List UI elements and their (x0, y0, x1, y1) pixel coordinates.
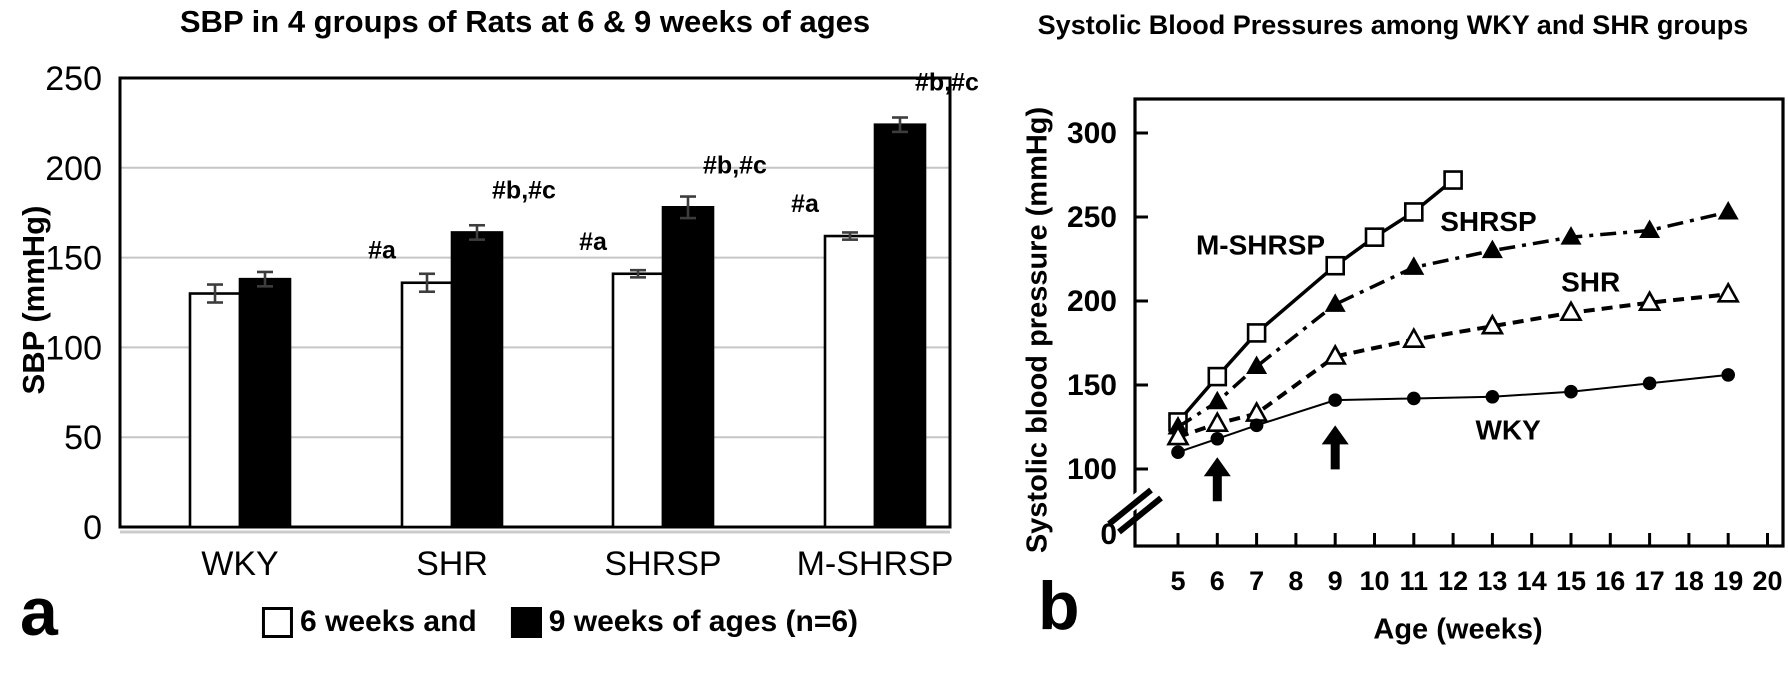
svg-text:M-SHRSP: M-SHRSP (797, 545, 954, 583)
svg-text:SHR: SHR (1561, 267, 1620, 298)
svg-text:5: 5 (1170, 566, 1185, 596)
svg-text:#a: #a (579, 228, 608, 256)
svg-text:14: 14 (1517, 566, 1547, 596)
svg-text:200: 200 (1067, 285, 1117, 318)
svg-text:8: 8 (1288, 566, 1303, 596)
svg-text:WKY: WKY (1475, 414, 1541, 445)
svg-text:9: 9 (1328, 566, 1343, 596)
svg-text:0: 0 (1100, 518, 1117, 551)
legend-filled-square-marker (510, 606, 542, 638)
svg-text:16: 16 (1595, 566, 1625, 596)
svg-text:11: 11 (1400, 566, 1429, 596)
svg-text:SHR: SHR (416, 545, 488, 583)
svg-text:13: 13 (1477, 566, 1507, 596)
panel-a-legend: 6 weeks and 9 weeks of ages (n=6) (261, 605, 859, 639)
svg-text:15: 15 (1556, 566, 1586, 596)
svg-text:100: 100 (45, 329, 102, 367)
svg-text:150: 150 (1067, 369, 1117, 402)
svg-text:#a: #a (791, 190, 820, 218)
panel-b-y-axis-label: Systolic blood pressure (mmHg) (1021, 106, 1054, 554)
svg-text:12: 12 (1438, 566, 1468, 596)
svg-text:100: 100 (1067, 453, 1117, 486)
svg-text:SHRSP: SHRSP (604, 545, 721, 583)
svg-text:M-SHRSP: M-SHRSP (1196, 230, 1325, 261)
panel-a-y-axis-label: SBP (mmHg) (16, 205, 51, 395)
svg-text:150: 150 (45, 240, 102, 278)
svg-text:0: 0 (83, 509, 102, 547)
svg-text:17: 17 (1635, 566, 1665, 596)
svg-text:18: 18 (1674, 566, 1704, 596)
panel-b-x-axis-label: Age (weeks) (1373, 613, 1543, 646)
svg-text:#a: #a (368, 237, 397, 265)
svg-text:SHRSP: SHRSP (1440, 206, 1536, 237)
svg-text:10: 10 (1359, 566, 1389, 596)
svg-text:250: 250 (1067, 201, 1117, 234)
svg-text:19: 19 (1713, 566, 1743, 596)
svg-text:20: 20 (1752, 566, 1782, 596)
svg-text:200: 200 (45, 150, 102, 188)
svg-text:WKY: WKY (201, 545, 278, 583)
svg-text:300: 300 (1067, 117, 1117, 150)
svg-text:7: 7 (1249, 566, 1264, 596)
panel-b-letter: b (1038, 568, 1080, 644)
legend-9weeks-label: 9 weeks of ages (n=6) (548, 605, 859, 638)
svg-text:#b,#c: #b,#c (492, 176, 556, 204)
svg-text:250: 250 (45, 60, 102, 98)
panel-a-letter: a (20, 574, 58, 650)
svg-text:50: 50 (64, 419, 102, 457)
panel-a-title: SBP in 4 groups of Rats at 6 & 9 weeks o… (179, 4, 871, 39)
legend-6weeks-label: 6 weeks and (299, 605, 477, 638)
svg-text:6: 6 (1210, 566, 1225, 596)
legend-open-square-marker (261, 606, 293, 638)
svg-text:#b,#c: #b,#c (915, 69, 979, 97)
svg-text:#b,#c: #b,#c (703, 151, 767, 179)
panel-b-title: Systolic Blood Pressures among WKY and S… (1037, 10, 1749, 40)
